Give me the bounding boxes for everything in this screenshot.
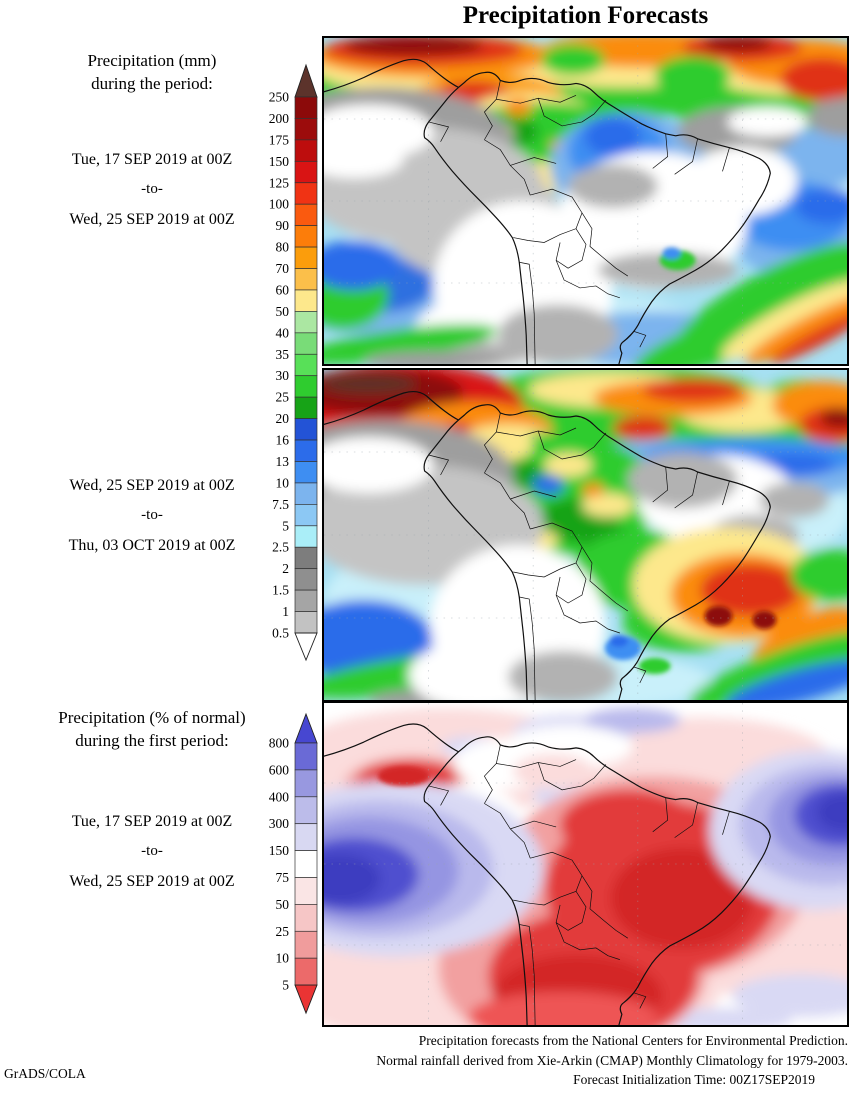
svg-text:300: 300 [269,816,290,831]
svg-text:150: 150 [269,843,290,858]
date-start: Tue, 17 SEP 2019 at 00Z [71,151,233,168]
heading-precip-percent-line2: during the first period: [75,731,229,750]
svg-text:100: 100 [269,197,290,212]
date-start: Wed, 25 SEP 2019 at 00Z [69,477,235,494]
svg-text:70: 70 [276,261,290,276]
svg-text:1.5: 1.5 [272,583,289,598]
svg-text:25: 25 [276,924,290,939]
svg-text:200: 200 [269,111,290,126]
svg-text:5: 5 [282,518,289,533]
map-precip-mm-period-1-canvas [324,38,847,364]
map-precip-mm-period-1 [322,36,849,366]
svg-text:175: 175 [269,132,290,147]
svg-text:2.5: 2.5 [272,540,289,555]
svg-text:1: 1 [282,604,289,619]
svg-text:800: 800 [269,736,290,751]
svg-text:600: 600 [269,762,290,777]
svg-text:5: 5 [282,978,289,993]
caption-line-1: Precipitation forecasts from the Nationa… [418,1033,848,1048]
map-precip-percent-period-1-canvas [324,703,847,1025]
svg-text:80: 80 [276,240,290,255]
grads-cola-credit: GrADS/COLA [4,1066,86,1081]
date-separator: -to- [141,507,163,523]
caption-line-3: Forecast Initialization Time: 00Z17SEP20… [573,1072,815,1087]
svg-text:75: 75 [276,870,290,885]
map-precip-mm-period-2-canvas [324,370,847,700]
svg-text:125: 125 [269,175,290,190]
svg-text:400: 400 [269,789,290,804]
colorbar-mm-scale: 2502001751501251009080706050403530252016… [269,63,318,662]
svg-text:35: 35 [276,347,290,362]
svg-text:13: 13 [276,454,290,469]
heading-precip-mm-line2: during the period: [91,74,213,93]
svg-text:50: 50 [276,304,290,319]
heading-precip-mm-line1: Precipitation (mm) [87,51,217,70]
heading-precip-percent-line1: Precipitation (% of normal) [58,708,246,727]
svg-text:0.5: 0.5 [272,626,289,641]
svg-text:16: 16 [276,433,290,448]
svg-text:10: 10 [276,475,290,490]
svg-text:40: 40 [276,325,290,340]
heading-precip-percent: Precipitation (% of normal) during the f… [8,706,296,752]
date-start: Tue, 17 SEP 2019 at 00Z [71,813,233,830]
svg-text:7.5: 7.5 [272,497,289,512]
dates-period-2: Wed, 25 SEP 2019 at 00Z -to- Thu, 03 OCT… [8,477,296,554]
colorbar-percent-scale: 800 600 400 300 150 75 50 25 10 5 [269,712,318,1015]
map-precip-mm-period-2 [322,368,849,702]
svg-text:50: 50 [276,897,290,912]
map-precip-percent-period-1 [322,701,849,1027]
page-title: Precipitation Forecasts [462,2,709,29]
svg-text:2: 2 [282,561,289,576]
date-end: Wed, 25 SEP 2019 at 00Z [69,211,235,228]
date-end: Wed, 25 SEP 2019 at 00Z [69,873,235,890]
svg-text:90: 90 [276,218,290,233]
date-separator: -to- [141,181,163,197]
date-separator: -to- [141,843,163,859]
svg-text:25: 25 [276,390,290,405]
svg-text:250: 250 [269,90,290,105]
dates-period-1: Tue, 17 SEP 2019 at 00Z -to- Wed, 25 SEP… [8,151,296,228]
date-end: Thu, 03 OCT 2019 at 00Z [68,537,236,554]
svg-text:150: 150 [269,154,290,169]
svg-text:60: 60 [276,282,290,297]
svg-text:10: 10 [276,951,290,966]
svg-text:30: 30 [276,368,290,383]
caption-line-2: Normal rainfall derived from Xie-Arkin (… [376,1052,848,1068]
svg-text:20: 20 [276,411,290,426]
caption-block: Precipitation forecasts from the Nationa… [348,1031,848,1090]
heading-precip-mm: Precipitation (mm) during the period: [8,49,296,95]
dates-period-3: Tue, 17 SEP 2019 at 00Z -to- Wed, 25 SEP… [8,813,296,890]
